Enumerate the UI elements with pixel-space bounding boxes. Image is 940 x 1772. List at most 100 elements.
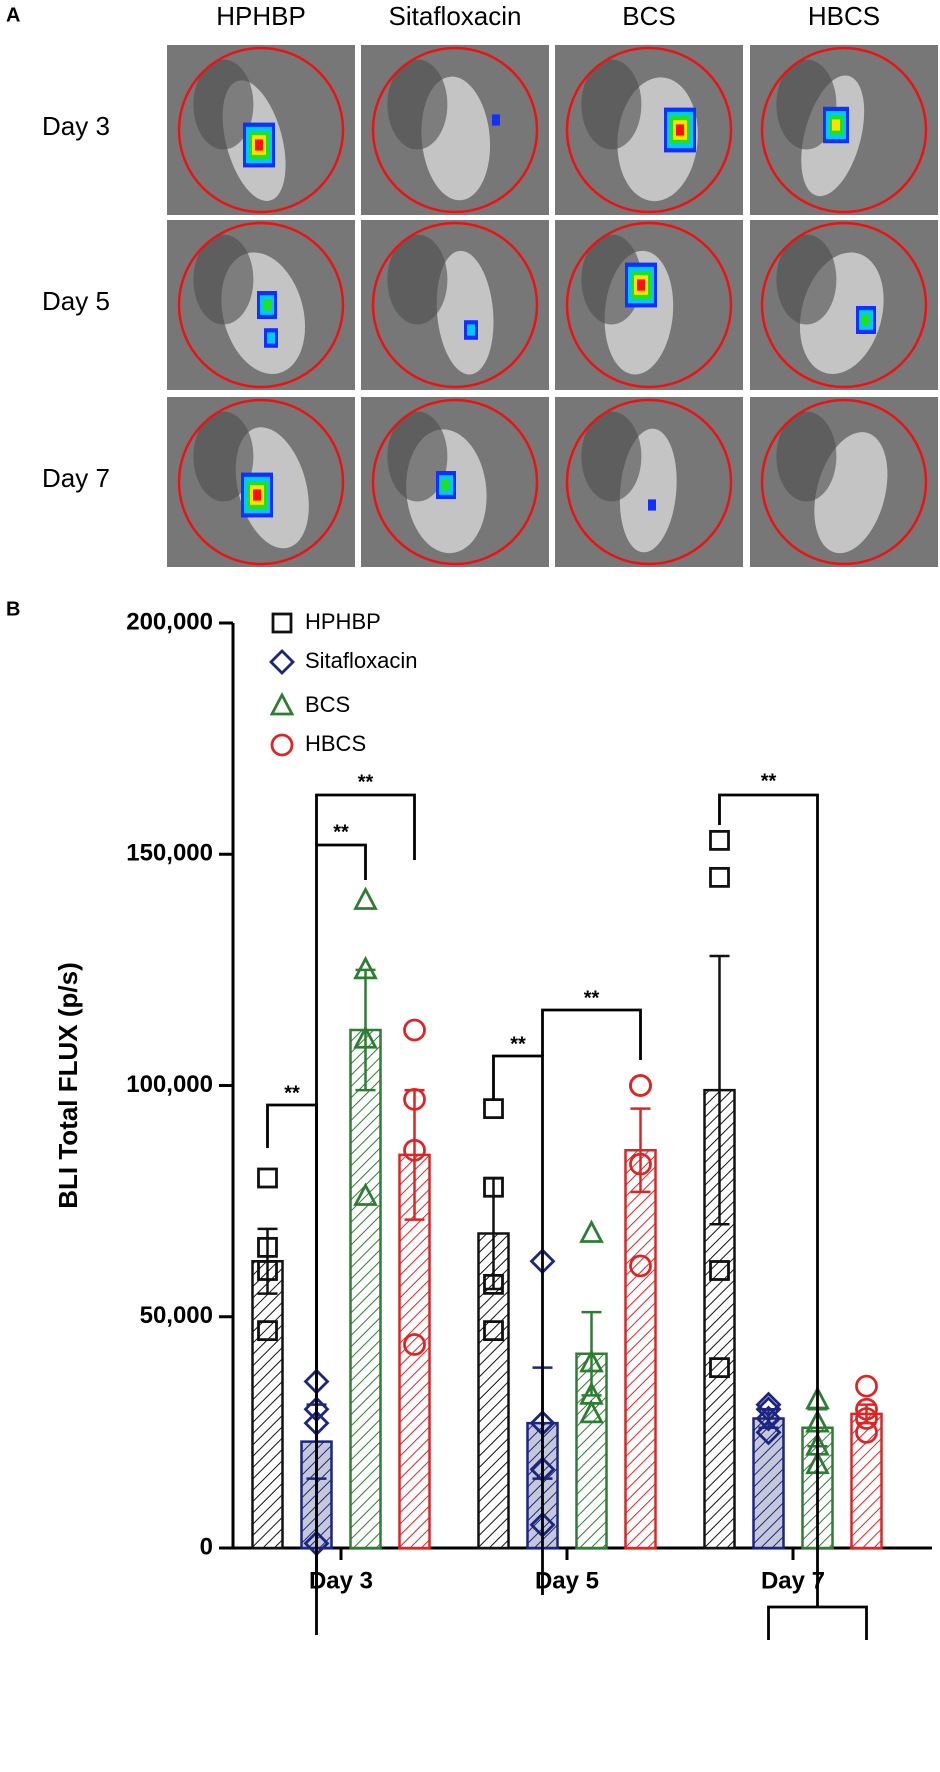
column-header: BCS xyxy=(622,1,675,31)
image-shadow xyxy=(387,411,448,502)
image-shadow xyxy=(387,234,448,325)
significance-label: ** xyxy=(761,770,777,792)
x-tick-label: Day 7 xyxy=(761,1567,825,1594)
image-tile xyxy=(361,397,549,567)
image-shadow xyxy=(776,411,837,502)
y-tick-label: 100,000 xyxy=(126,1071,213,1098)
data-point xyxy=(257,1320,278,1342)
y-tick-label: 150,000 xyxy=(126,840,213,867)
row-label: Day 7 xyxy=(42,463,110,493)
bar xyxy=(752,1417,785,1550)
roi-circle xyxy=(760,46,928,214)
image-shadow xyxy=(387,59,448,150)
image-tile xyxy=(361,220,549,390)
data-point xyxy=(709,1260,730,1281)
data-point xyxy=(755,1391,782,1418)
roi-circle xyxy=(565,221,733,389)
y-tick-label: 50,000 xyxy=(140,1302,213,1329)
significance-label: ** xyxy=(333,821,349,843)
image-grid: HPHBP Sitafloxacin BCS HBCS Day 3 Day 5 Day 7 xyxy=(42,1,938,567)
data-point xyxy=(755,1419,782,1446)
image-shadow xyxy=(776,234,837,325)
data-point xyxy=(403,1138,426,1162)
signal-pixel xyxy=(253,489,261,501)
data-point xyxy=(353,955,378,980)
signal-pixel xyxy=(648,499,656,511)
y-axis-label: BLI Total FLUX (p/s) xyxy=(53,962,83,1209)
data-point xyxy=(483,1098,504,1120)
data-point xyxy=(257,1260,278,1281)
image-tile xyxy=(361,45,549,215)
data-point xyxy=(629,1254,652,1278)
image-tile xyxy=(750,220,938,390)
image-tile xyxy=(555,220,743,390)
row-label: Day 3 xyxy=(42,111,110,141)
signal-pixel xyxy=(255,139,263,151)
image-shadow xyxy=(193,411,254,502)
x-tick-label: Day 3 xyxy=(309,1567,373,1594)
signal-pixel xyxy=(267,332,275,344)
roi-circle xyxy=(565,46,733,214)
legend-marker xyxy=(269,649,295,675)
roi-circle xyxy=(565,398,733,566)
data-point xyxy=(855,1374,878,1398)
data-point xyxy=(403,1018,426,1042)
image-shadow xyxy=(193,234,254,325)
data-point xyxy=(403,1333,426,1356)
signal-pixel xyxy=(862,314,870,326)
significance-label: ** xyxy=(284,1082,300,1104)
data-point xyxy=(709,866,730,888)
image-tile xyxy=(167,220,355,390)
roi-circle xyxy=(371,398,539,566)
row-label: Day 5 xyxy=(42,286,110,316)
bar xyxy=(349,1028,382,1550)
data-point xyxy=(855,1407,878,1430)
significance-bracket xyxy=(315,843,367,1590)
data-point xyxy=(353,1182,378,1206)
legend-marker xyxy=(271,612,293,634)
image-tile xyxy=(167,397,355,567)
column-header: HBCS xyxy=(808,1,880,31)
roi-circle xyxy=(177,221,345,389)
image-shadow xyxy=(581,411,642,502)
column-header: Sitafloxacin xyxy=(389,1,522,31)
signal-pixel xyxy=(676,124,684,136)
signal-pixel xyxy=(467,324,475,336)
data-point xyxy=(709,1357,730,1379)
roi-circle xyxy=(177,398,345,566)
data-point xyxy=(579,1399,604,1424)
data-point xyxy=(257,1167,278,1189)
roi-circle xyxy=(371,46,539,214)
legend-marker xyxy=(270,733,294,757)
panel-label: A xyxy=(6,4,20,26)
x-tick-label: Day 5 xyxy=(535,1567,599,1594)
column-header: HPHBP xyxy=(216,1,306,31)
legend-marker xyxy=(269,691,295,716)
roi-circle xyxy=(177,46,345,214)
legend-label: Sitafloxacin xyxy=(305,648,418,673)
significance-label: ** xyxy=(584,987,600,1009)
significance-bracket xyxy=(492,1054,544,1595)
signal-pixel xyxy=(637,279,645,291)
data-point xyxy=(855,1397,878,1421)
y-tick-label: 200,000 xyxy=(126,608,213,635)
bar xyxy=(251,1260,284,1550)
bar-chart: BLI Total FLUX (p/s) 0 50,000 100,000 150,00… xyxy=(53,608,932,1640)
signal-pixel xyxy=(263,299,271,311)
data-point xyxy=(709,829,730,851)
roi-circle xyxy=(760,221,928,389)
image-shadow xyxy=(193,59,254,150)
image-tile xyxy=(555,397,743,567)
significance-label: ** xyxy=(510,1033,526,1055)
image-tile xyxy=(750,397,938,567)
data-point xyxy=(579,1219,604,1243)
image-tile xyxy=(555,45,743,215)
data-point xyxy=(579,1348,604,1373)
signal-pixel xyxy=(832,119,840,131)
image-shadow xyxy=(776,59,837,150)
roi-circle xyxy=(371,221,539,389)
legend-label: BCS xyxy=(305,692,350,717)
significance-label: ** xyxy=(358,771,374,793)
image-shadow xyxy=(581,59,642,150)
